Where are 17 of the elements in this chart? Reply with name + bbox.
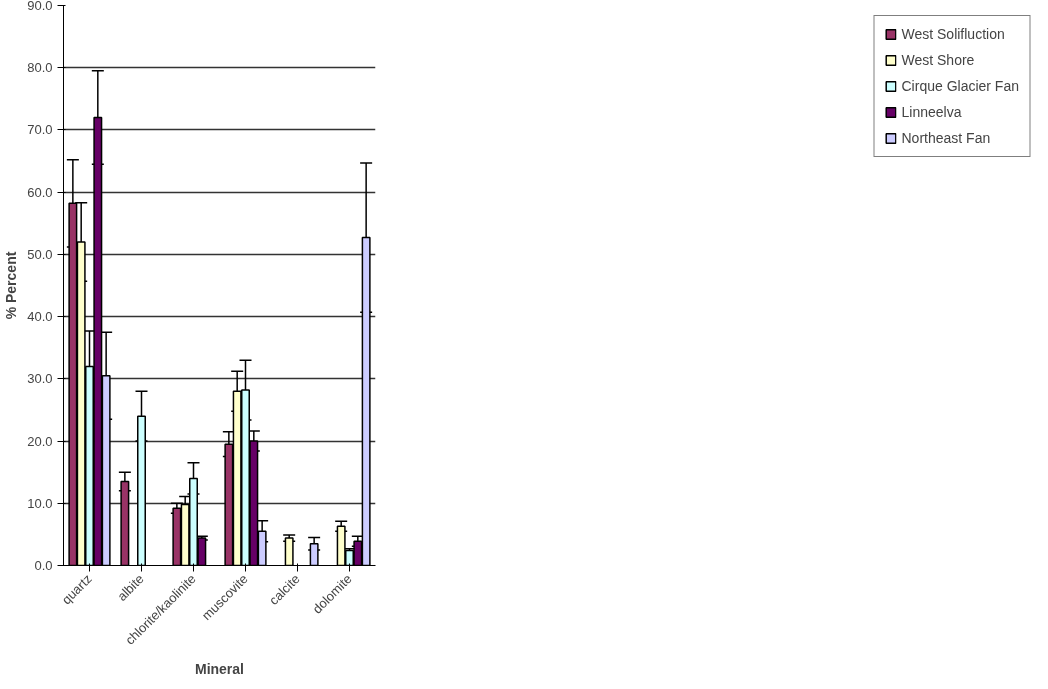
x-axis-title: Mineral: [194, 661, 245, 678]
y-tick-label: 90.0: [27, 0, 53, 13]
y-tick-label: 40.0: [27, 309, 53, 325]
y-tick-label: 20.0: [27, 433, 53, 449]
y-tick-label: 30.0: [27, 371, 53, 387]
y-tick-label: 50.0: [27, 246, 53, 262]
legend-label: Cirque Glacier Fan: [901, 78, 1019, 94]
y-tick-label: 80.0: [27, 60, 53, 76]
y-tick-label: 0.0: [34, 558, 53, 573]
y-tick-label: 70.0: [27, 122, 53, 138]
y-tick-label: 60.0: [27, 184, 53, 200]
y-tick-label: 10.0: [27, 495, 53, 511]
legend-label: Northeast Fan: [901, 130, 991, 146]
legend-label: West Shore: [901, 52, 975, 68]
y-axis-title: % Percent: [3, 251, 20, 320]
legend-label: Linneelva: [901, 104, 962, 120]
legend-label: West Solifluction: [901, 26, 1005, 42]
